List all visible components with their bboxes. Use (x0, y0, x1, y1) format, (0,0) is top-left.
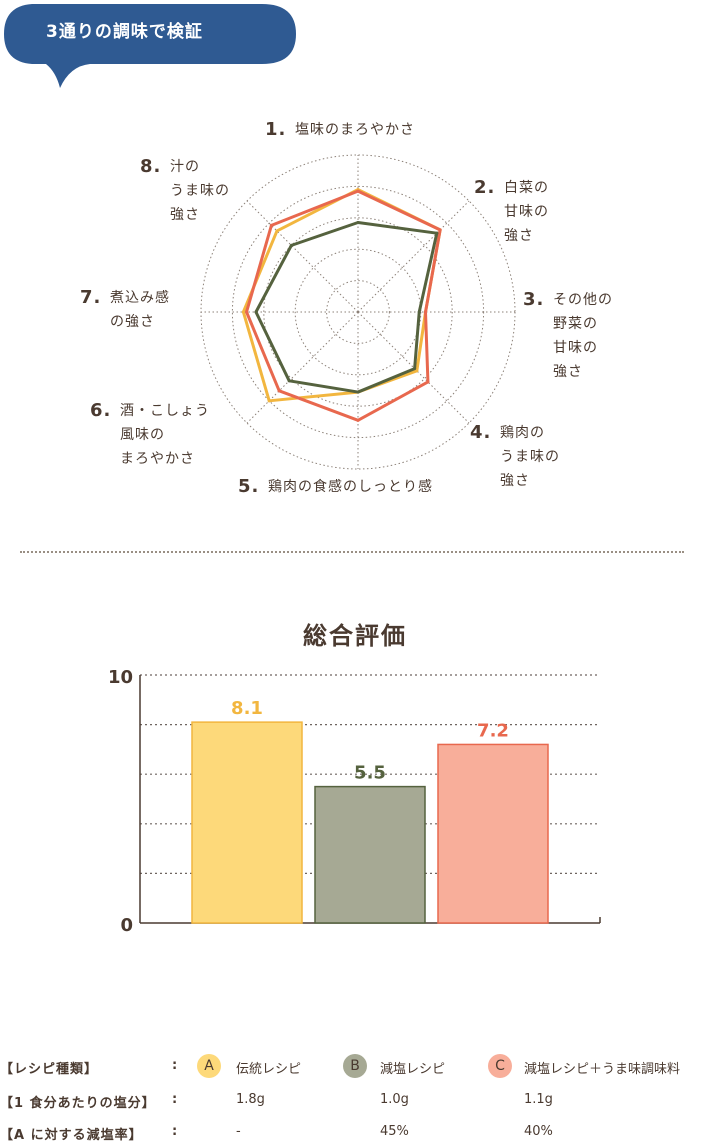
badge-bubble-shape (4, 4, 296, 88)
radar-ring (294, 248, 422, 376)
legend-row-reduction: 【A に対する減塩率】 : - 45% 40% (0, 1120, 710, 1144)
recipe-c-circle: C (488, 1054, 512, 1078)
radar-axis-number: 8. (140, 156, 161, 177)
radar-point-b (417, 310, 421, 314)
bar-chart-title: 総合評価 (303, 622, 407, 650)
radar-axis-text: うま味の (170, 183, 230, 199)
bar-b (314, 785, 426, 924)
legend-row-salt: 【1 食分あたりの塩分】 : 1.8g 1.0g 1.1g (0, 1088, 710, 1112)
radar-axis-number: 7. (80, 287, 101, 308)
radar-point-b (356, 390, 360, 394)
radar-axis-text: 強さ (170, 207, 200, 223)
radar-point-c (277, 389, 281, 393)
radar-axis-number: 1. (265, 119, 286, 140)
radar-axis-text: 鶏肉の (500, 425, 545, 441)
radar-axis-label-1: 1. 塩味のまろやかさ (265, 119, 415, 140)
radar-axis-text: 強さ (553, 364, 583, 380)
bar-a (191, 721, 303, 924)
radar-point-a (275, 229, 279, 233)
recipe-a-circle: A (197, 1054, 221, 1078)
radar-axis-text: その他の (553, 292, 613, 308)
radar-ring (326, 280, 390, 344)
radar-point-c (356, 189, 360, 193)
radar-axis-text: 酒・こしょう (120, 403, 210, 419)
section-divider (20, 551, 684, 553)
recipe-legend-table: 【レシピ種類】 : A 伝統レシピ B 減塩レシピ C 減塩レシピ＋うま味調味料… (0, 1050, 710, 1144)
radar-axis-number: 5. (238, 476, 259, 497)
radar-axis-text: 風味の (120, 427, 165, 443)
radar-point-c (356, 418, 360, 422)
recipe-a-name: 伝統レシピ (236, 1062, 302, 1077)
radar-point-c (438, 228, 442, 232)
radar-axis-text: 強さ (504, 228, 534, 244)
radar-point-c (424, 310, 428, 314)
radar-axis-text: 野菜の (553, 316, 598, 332)
radar-series-c (245, 189, 442, 422)
radar-axis-text: 強さ (500, 473, 530, 489)
radar-ring (263, 217, 453, 407)
y-tick-label-bottom: 0 (120, 915, 133, 936)
title-badge (4, 4, 296, 88)
radar-point-c (269, 223, 273, 227)
radar-axis-text: 甘味の (504, 204, 549, 220)
row-header-salt: 【1 食分あたりの塩分】 (0, 1096, 156, 1111)
radar-axis-number: 6. (90, 400, 111, 421)
radar-point-a (415, 369, 419, 373)
row-colon: : (172, 1124, 178, 1139)
badge-label: 3通りの調味で検証 (46, 22, 203, 42)
recipe-b-reduction: 45% (380, 1124, 409, 1139)
radar-point-c (426, 380, 430, 384)
recipe-c-name: 減塩レシピ＋うま味調味料 (524, 1062, 681, 1077)
recipe-b-name: 減塩レシピ (380, 1062, 446, 1077)
recipe-a-reduction: - (236, 1124, 241, 1139)
radar-axis-text: 甘味の (553, 340, 598, 356)
row-header-reduction: 【A に対する減塩率】 (0, 1128, 143, 1143)
radar-point-b (356, 221, 360, 225)
radar-axis-number: 2. (474, 177, 495, 198)
recipe-b-circle: B (343, 1054, 367, 1078)
bar-c (437, 743, 549, 924)
bar-chart: 10 0 8.1 5.5 7.2 (108, 667, 601, 936)
radar-axis-label-5: 5. 鶏肉の食感のしっとり感 (238, 476, 433, 497)
radar-ring (231, 185, 485, 439)
radar-point-b (254, 310, 258, 314)
legend-row-recipe-type: 【レシピ種類】 : A 伝統レシピ B 減塩レシピ C 減塩レシピ＋うま味調味料 (0, 1054, 710, 1078)
radar-point-b (435, 231, 439, 235)
recipe-a-salt: 1.8g (236, 1092, 265, 1107)
radar-point-c (245, 310, 249, 314)
radar-axis-text: 白菜の (504, 180, 549, 196)
radar-point-b (413, 367, 417, 371)
recipe-c-salt: 1.1g (524, 1092, 553, 1107)
radar-axis-text: 塩味のまろやかさ (295, 122, 415, 138)
radar-axis-text: 鶏肉の食感のしっとり感 (268, 478, 433, 495)
radar-series-b (254, 221, 439, 394)
radar-point-b (287, 379, 291, 383)
radar-point-a (241, 310, 245, 314)
radar-point-a (267, 399, 271, 403)
bar-value-label-c: 7.2 (477, 720, 509, 741)
recipe-c-reduction: 40% (524, 1124, 553, 1139)
radar-point-b (289, 243, 293, 247)
radar-axis-number: 4. (470, 422, 491, 443)
radar-axis-number: 3. (523, 289, 544, 310)
bar-value-label-a: 8.1 (231, 698, 263, 719)
radar-axis-text: うま味の (500, 449, 560, 465)
row-header-recipe-type: 【レシピ種類】 (0, 1062, 99, 1077)
y-tick-label-top: 10 (108, 667, 133, 688)
radar-axis-text: 汁の (170, 159, 200, 175)
radar-axis-text: 煮込み感 (110, 289, 170, 306)
radar-axis-text: の強さ (110, 314, 155, 330)
row-colon: : (172, 1058, 178, 1073)
recipe-b-salt: 1.0g (380, 1092, 409, 1107)
row-colon: : (172, 1092, 178, 1107)
bar-value-label-b: 5.5 (354, 763, 386, 784)
radar-axis-text: まろやかさ (120, 451, 195, 467)
